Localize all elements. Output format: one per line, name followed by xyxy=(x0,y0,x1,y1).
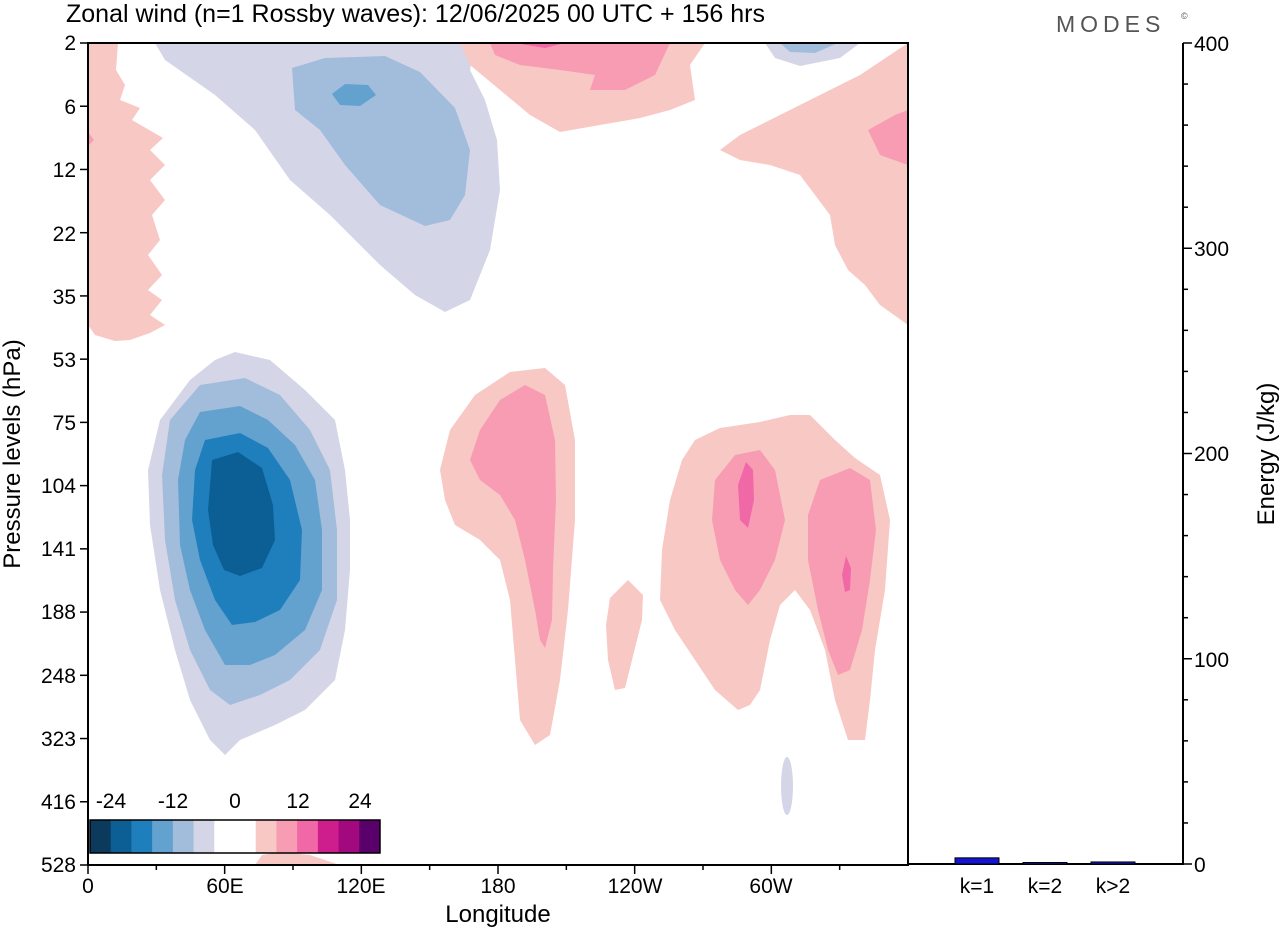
pos-region-lower-middle-small xyxy=(606,580,643,690)
y-tick-label: 35 xyxy=(53,286,76,309)
neg-region-lower-left-core xyxy=(208,452,275,576)
x-tick-label: 60E xyxy=(206,875,243,898)
x-tick-label: 0 xyxy=(82,875,94,898)
colorbar-swatch xyxy=(276,820,298,853)
colorbar-label-4: 12 xyxy=(286,790,309,813)
x-axis-labels: 0 60E 120E 180 120W 60W xyxy=(82,875,793,898)
colorbar-swatch xyxy=(131,820,153,853)
colorbar-label-5: 24 xyxy=(348,790,372,813)
y-tick-label: 53 xyxy=(53,349,76,372)
bar-label-k3: k>2 xyxy=(1096,875,1130,898)
energy-tick-label: 200 xyxy=(1194,443,1229,466)
pos-region-lower-right-l2a xyxy=(712,450,785,605)
pos-region-upper-middle-l2 xyxy=(490,43,670,90)
y-tick-label: 416 xyxy=(41,791,76,814)
colorbar-swatch xyxy=(214,820,236,853)
x-axis xyxy=(87,865,841,874)
y-tick-label: 141 xyxy=(41,538,76,561)
x-tick-label: 180 xyxy=(480,875,515,898)
x-tick-label: 120W xyxy=(608,875,663,898)
y-tick-label: 22 xyxy=(53,223,76,246)
neg-region-top-small-core xyxy=(780,43,838,53)
pos-region-lower-middle-l2 xyxy=(470,385,556,648)
pos-region-upper-left xyxy=(88,43,165,341)
colorbar-label-1: -24 xyxy=(96,790,127,813)
bar-label-k1: k=1 xyxy=(960,875,994,898)
colorbar-swatch xyxy=(359,820,381,853)
colorbar-swatch xyxy=(193,820,215,853)
pos-region-upper-right-core xyxy=(868,110,908,165)
colorbar-swatch xyxy=(255,820,277,853)
y-axis-labels: 2 6 12 22 35 53 75 104 141 188 248 323 4… xyxy=(41,32,76,877)
colorbar-swatch xyxy=(110,820,132,853)
brand-logo: MODES xyxy=(1056,11,1165,37)
energy-tick-label: 400 xyxy=(1194,33,1229,56)
colorbar-swatch xyxy=(317,820,340,853)
y-tick-label: 2 xyxy=(64,32,76,55)
colorbar-swatch xyxy=(172,820,195,853)
pos-region-upper-right xyxy=(720,43,908,325)
y-axis xyxy=(80,42,88,866)
y-tick-label: 75 xyxy=(53,412,76,435)
x-tick-label: 60W xyxy=(749,875,792,898)
colorbar-swatch xyxy=(90,820,112,853)
neg-region-small-bottom xyxy=(781,757,793,815)
energy-tick-label: 300 xyxy=(1194,238,1229,261)
y-tick-label: 188 xyxy=(41,601,76,624)
bar-label-k2: k=2 xyxy=(1028,875,1062,898)
colorbar-label-3: 0 xyxy=(229,790,241,813)
x-axis-title: Longitude xyxy=(445,901,550,928)
energy-y-axis-labels: 0 100 200 300 400 xyxy=(1194,33,1229,877)
energy-bar-1 xyxy=(954,857,1000,865)
energy-bars xyxy=(954,857,1136,865)
colorbar-swatch xyxy=(297,820,319,853)
energy-bar-labels: k=1 k=2 k>2 xyxy=(960,875,1130,898)
y-tick-label: 104 xyxy=(41,475,76,498)
brand-logo-mark: © xyxy=(1181,11,1188,21)
chart-title: Zonal wind (n=1 Rossby waves): 12/06/202… xyxy=(66,0,765,28)
energy-axis-title: Energy (J/kg) xyxy=(1253,383,1280,526)
y-tick-label: 6 xyxy=(64,96,76,119)
colorbar xyxy=(89,819,381,854)
colorbar-frame xyxy=(89,819,381,854)
energy-tick-label: 100 xyxy=(1194,649,1229,672)
colorbar-labels: -24 -12 0 12 24 xyxy=(96,790,372,813)
y-tick-label: 248 xyxy=(41,665,76,688)
colorbar-swatch xyxy=(235,820,257,853)
pos-region-lower-right-l2b xyxy=(808,468,876,675)
y-axis-title: Pressure levels (hPa) xyxy=(0,339,26,568)
pos-region-upper-left-core xyxy=(88,132,94,146)
contour-field xyxy=(88,43,908,865)
y-tick-label: 323 xyxy=(41,728,76,751)
energy-bar-3 xyxy=(1090,861,1136,865)
colorbar-swatch xyxy=(338,820,360,853)
pos-region-lower-right-core-b xyxy=(842,556,851,592)
x-tick-label: 120E xyxy=(336,875,385,898)
y-tick-label: 528 xyxy=(41,854,76,877)
neg-region-upper-core xyxy=(332,84,376,106)
pos-region-lower-right-core-a xyxy=(738,462,754,528)
y-tick-label: 12 xyxy=(53,159,76,182)
pos-region-bottom-sliver xyxy=(255,852,340,865)
energy-bar-2 xyxy=(1022,862,1068,865)
energy-y-axis xyxy=(1183,42,1192,865)
colorbar-swatch xyxy=(152,820,174,853)
pos-region-upper-middle-core xyxy=(515,43,565,48)
colorbar-label-2: -12 xyxy=(158,790,188,813)
energy-tick-label: 0 xyxy=(1194,854,1206,877)
